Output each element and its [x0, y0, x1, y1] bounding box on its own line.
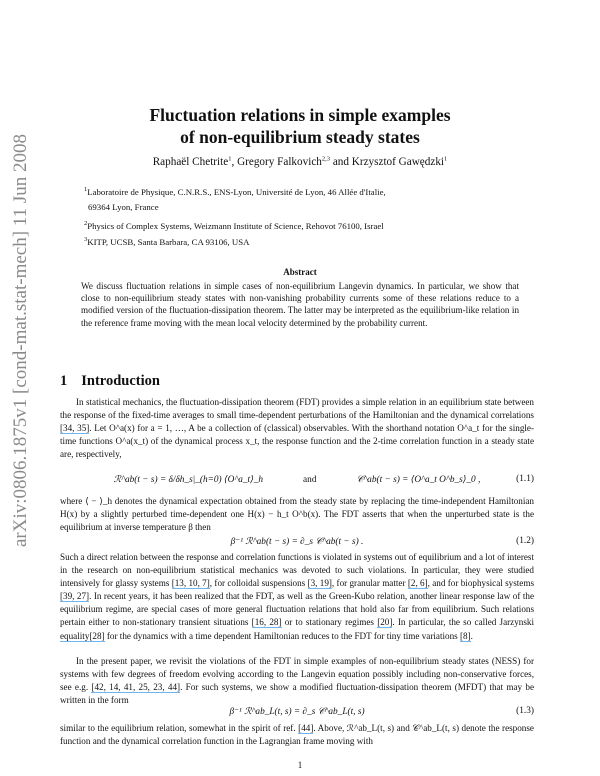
paragraph: In statistical mechanics, the fluctuatio… [60, 397, 535, 460]
paragraph: Such a direct relation between the respo… [60, 552, 535, 642]
paragraph: where ⟨ − ⟩_h denotes the dynamical expe… [60, 496, 534, 533]
equation-1-3: β⁻¹ ℛ^ab_L(t, s) = ∂_s 𝒞^ab_L(t, s) (1.3) [229, 706, 534, 717]
page-number: 1 [297, 760, 303, 770]
citation-link[interactable]: [20] [377, 617, 393, 629]
citation-link[interactable]: [3, 19] [307, 578, 332, 590]
affiliation: 69364 Lyon, France [88, 202, 159, 212]
paragraph: In the present paper, we revisit the vio… [60, 656, 535, 706]
title-line-1: Fluctuation relations in simple examples [149, 105, 451, 125]
paper-title: Fluctuation relations in simple examples… [60, 104, 540, 148]
citation-link[interactable]: [2, 6] [407, 578, 428, 590]
abstract-text: We discuss fluctuation relations in simp… [81, 281, 519, 328]
equation-1-2: β⁻¹ ℛ^ab(t − s) = ∂_s 𝒞^ab(t − s) . (1.2) [230, 536, 534, 547]
arxiv-stamp: arXiv:0806.1875v1 [cond-mat.stat-mech] 1… [10, 134, 31, 547]
abstract-heading: Abstract [283, 267, 317, 277]
paragraph: similar to the equilibrium relation, som… [60, 723, 534, 747]
affiliation: 2Physics of Complex Systems, Weizmann In… [84, 220, 384, 231]
citation-link[interactable]: [8] [459, 630, 471, 642]
citation-link[interactable]: [13, 10, 7] [171, 578, 210, 590]
affiliation: 1Laboratoire de Physique, C.N.R.S., ENS-… [84, 186, 386, 197]
citation-link[interactable]: [44] [298, 723, 314, 734]
section-heading: 1 Introduction [60, 373, 160, 389]
author: Raphaël Chetrite1, [152, 155, 238, 168]
author-list: Raphaël Chetrite1, Gregory Falkovich2,3 … [60, 155, 540, 168]
author: Krzysztof Gawędzki1 [351, 155, 448, 168]
equation-1-1: ℛ^ab(t − s) = δ/δh_s|_(h=0) ⟨O^a_t⟩_h and… [113, 474, 534, 485]
citation-link[interactable]: [39, 27] [60, 591, 90, 603]
citation-link[interactable]: [34, 35] [60, 423, 90, 435]
author: Gregory Falkovich2,3 and [237, 155, 352, 168]
title-line-2: of non-equilibrium steady states [180, 127, 420, 147]
citation-link[interactable]: equality[28] [60, 630, 105, 642]
citation-link[interactable]: [16, 28] [251, 617, 282, 629]
affiliation: 3KITP, UCSB, Santa Barbara, CA 93106, US… [84, 236, 250, 247]
citation-link[interactable]: [42, 14, 41, 25, 23, 44] [91, 682, 181, 694]
